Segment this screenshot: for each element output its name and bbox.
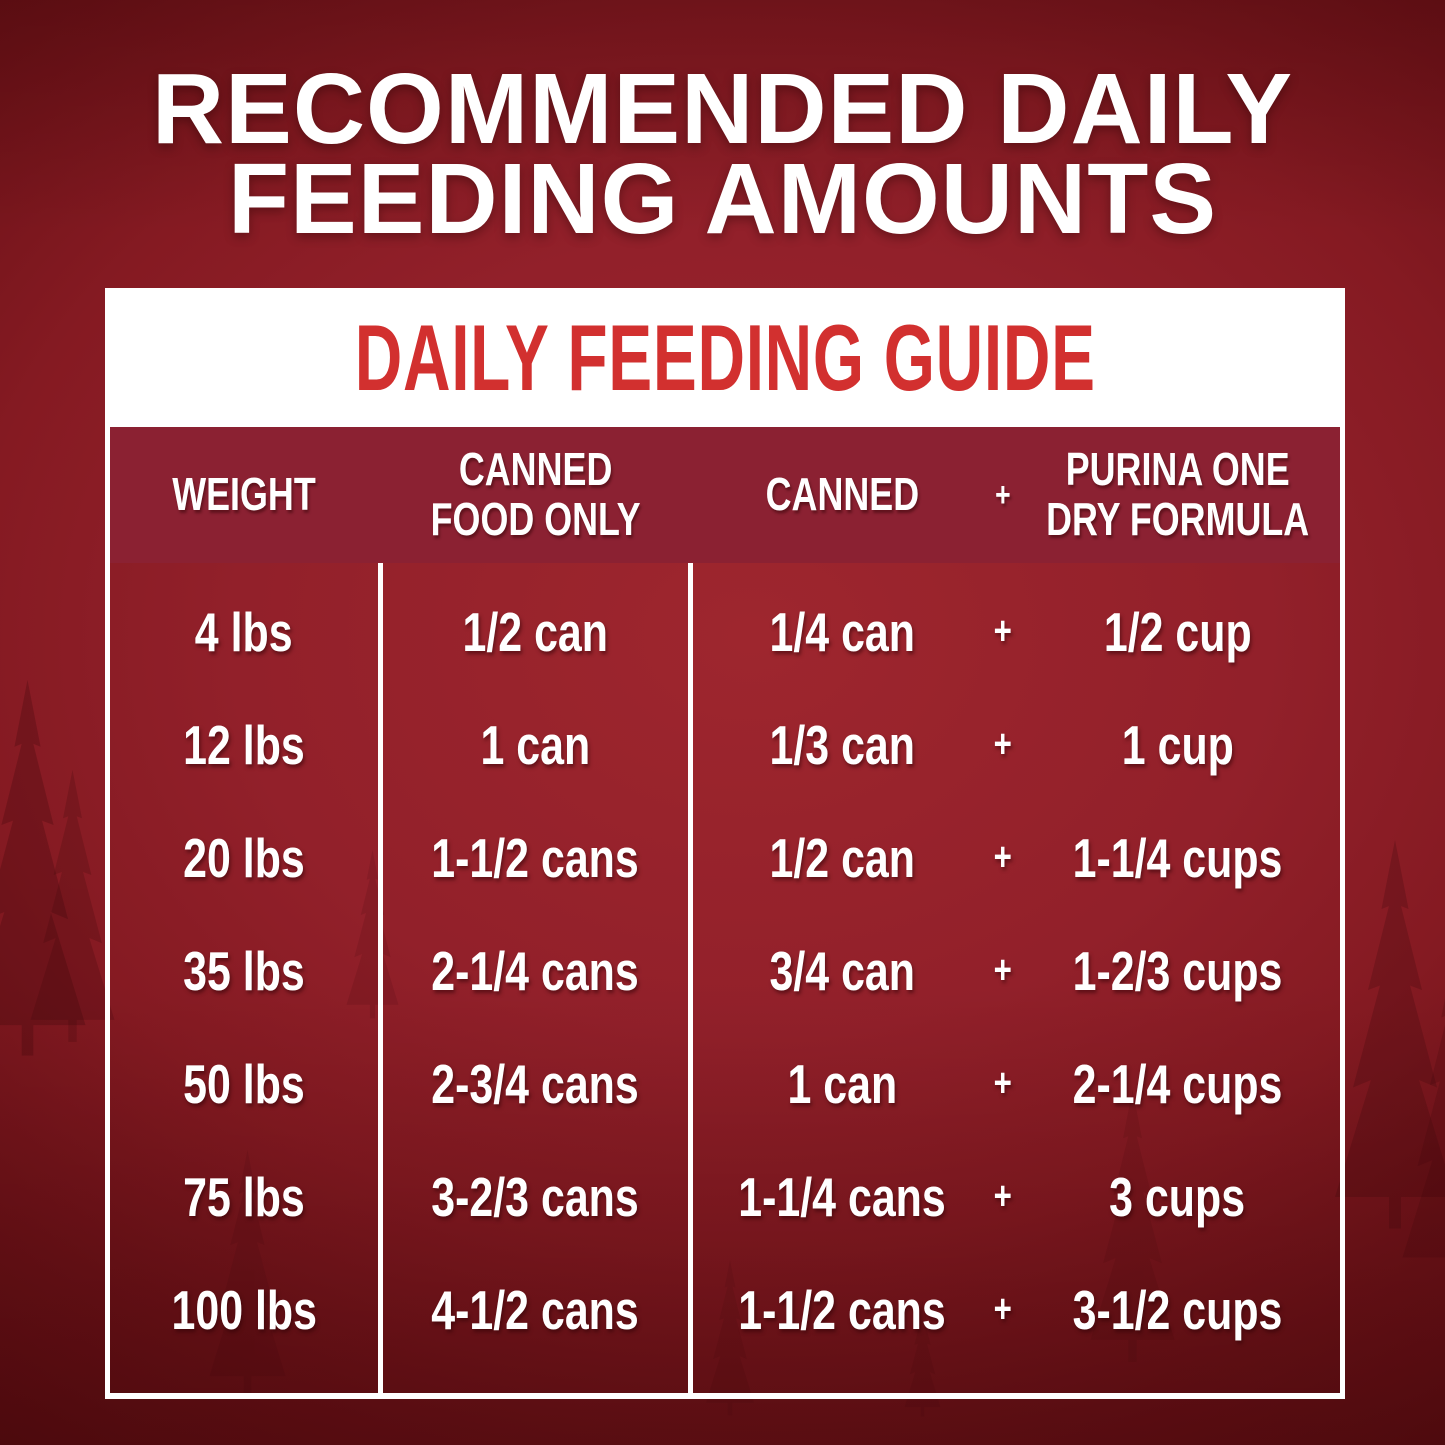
guide-heading-band: DAILY FEEDING GUIDE (110, 288, 1340, 427)
cell-canned-only: 2-1/4 cans (431, 939, 640, 1002)
header-weight-label: WEIGHT (172, 468, 316, 521)
cell-canned-only: 3-2/3 cans (431, 1165, 640, 1228)
cell-dry: 3 cups (1109, 1165, 1246, 1228)
cell-canned: 1-1/2 cans (738, 1278, 946, 1341)
header-canned-only-line1: CANNED (458, 443, 613, 496)
table-row: 75 lbs 3-2/3 cans 1-1/4 cans + 3 cups (110, 1140, 1340, 1253)
page-title: RECOMMENDED DAILY FEEDING AMOUNTS (0, 53, 1445, 255)
plus-icon: + (995, 475, 1011, 514)
cell-dry: 3-1/2 cups (1072, 1278, 1283, 1341)
cell-dry: 1-1/4 cups (1072, 826, 1283, 889)
cell-canned: 1/3 can (769, 713, 915, 776)
cell-canned-only: 1 can (480, 713, 591, 776)
column-divider (378, 563, 383, 1393)
table-row: 20 lbs 1-1/2 cans 1/2 can + 1-1/4 cups (110, 801, 1340, 914)
header-dry-formula: PURINA ONE DRY FORMULA (1015, 445, 1340, 544)
plus-icon: + (993, 1061, 1013, 1105)
table-row: 12 lbs 1 can 1/3 can + 1 cup (110, 688, 1340, 801)
cell-weight: 35 lbs (183, 939, 305, 1002)
cell-canned: 1-1/4 cans (738, 1165, 946, 1228)
cell-dry: 1-2/3 cups (1072, 939, 1283, 1002)
header-weight: WEIGHT (110, 468, 378, 521)
plus-icon: + (993, 722, 1013, 766)
header-canned-label: CANNED (765, 468, 919, 521)
cell-weight: 50 lbs (183, 1052, 305, 1115)
cell-weight: 4 lbs (195, 600, 293, 663)
header-dry-line2: DRY FORMULA (1045, 493, 1310, 545)
header-canned-only-line2: FOOD ONLY (430, 493, 641, 545)
plus-icon: + (993, 1174, 1013, 1218)
header-dry-line1: PURINA ONE (1065, 443, 1290, 496)
cell-canned-only: 1-1/2 cans (431, 826, 640, 889)
plus-icon: + (993, 948, 1013, 992)
page-title-line1: RECOMMENDED DAILY (151, 53, 1294, 165)
plus-icon: + (993, 1287, 1013, 1331)
cell-canned: 3/4 can (769, 939, 915, 1002)
plus-icon: + (993, 835, 1013, 879)
table-body: 4 lbs 1/2 can 1/4 can + 1/2 cup 12 lbs 1… (110, 563, 1340, 1393)
cell-canned: 1/4 can (769, 600, 915, 663)
cell-dry: 2-1/4 cups (1072, 1052, 1283, 1115)
cell-canned-only: 4-1/2 cans (431, 1278, 640, 1341)
cell-canned-only: 2-3/4 cans (431, 1052, 640, 1115)
cell-weight: 75 lbs (183, 1165, 305, 1228)
table-row: 35 lbs 2-1/4 cans 3/4 can + 1-2/3 cups (110, 914, 1340, 1027)
feeding-guide-panel: DAILY FEEDING GUIDE WEIGHT CANNED FOOD O… (105, 288, 1345, 1399)
cell-dry: 1/2 cup (1103, 600, 1252, 663)
cell-canned-only: 1/2 can (462, 600, 609, 663)
guide-heading: DAILY FEEDING GUIDE (354, 304, 1096, 410)
cell-dry: 1 cup (1121, 713, 1234, 776)
cell-weight: 100 lbs (171, 1278, 317, 1341)
page-title-line2: FEEDING AMOUNTS (227, 143, 1218, 255)
header-plus: + (991, 475, 1015, 514)
table-header-row: WEIGHT CANNED FOOD ONLY CANNED + PURINA … (110, 427, 1340, 563)
table-row: 4 lbs 1/2 can 1/4 can + 1/2 cup (110, 575, 1340, 688)
table-row: 100 lbs 4-1/2 cans 1-1/2 cans + 3-1/2 cu… (110, 1253, 1340, 1366)
header-canned: CANNED (693, 468, 991, 521)
column-divider (688, 563, 693, 1393)
plus-icon: + (993, 609, 1013, 653)
cell-canned: 1 can (787, 1052, 897, 1115)
cell-canned: 1/2 can (769, 826, 915, 889)
header-canned-only: CANNED FOOD ONLY (383, 445, 688, 544)
table-row: 50 lbs 2-3/4 cans 1 can + 2-1/4 cups (110, 1027, 1340, 1140)
cell-weight: 20 lbs (183, 826, 305, 889)
cell-weight: 12 lbs (183, 713, 305, 776)
